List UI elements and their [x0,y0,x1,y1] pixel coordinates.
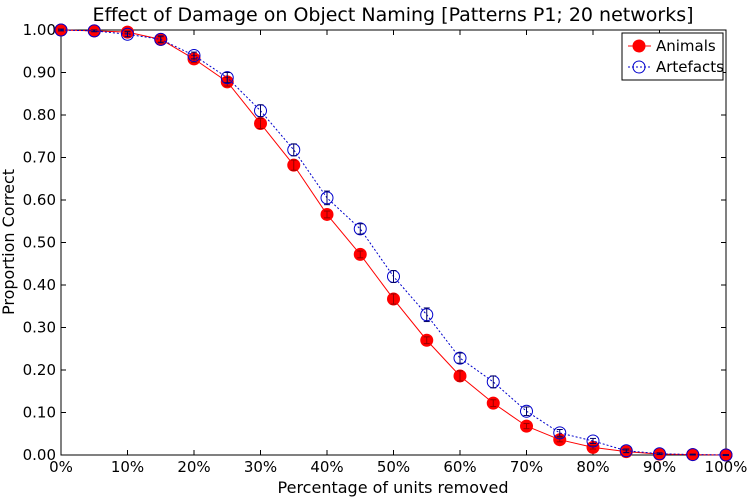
x-tick-label: 0% [49,458,73,476]
x-tick-label: 60% [443,458,476,476]
x-axis-label: Percentage of units removed [278,478,509,497]
data-point-artefacts [653,447,666,461]
plot-area [60,29,727,456]
data-point-artefacts [54,23,68,37]
y-tick-label: 0.90 [23,64,56,82]
series-artefacts [54,23,733,462]
y-tick-label: 0.30 [23,319,56,337]
x-tick-label: 20% [177,458,210,476]
legend-marker-artefacts [632,60,646,74]
data-point-artefacts [220,71,234,85]
data-point-artefacts [686,448,700,462]
legend-marker-animals [632,39,646,53]
series-layer [54,23,733,462]
data-point-artefacts [719,448,733,462]
y-tick-label: 0.00 [23,446,56,464]
data-point-artefacts [619,444,633,458]
legend-label-artefacts: Artefacts [656,58,724,76]
y-tick-label: 0.20 [23,361,56,379]
series-line-artefacts [60,29,727,456]
y-axis-label: Proportion Correct [0,169,18,315]
data-point-artefacts [586,434,600,448]
y-tick-label: 0.80 [23,106,56,124]
y-tick-label: 0.50 [23,234,56,252]
y-axis: 0.00 0.10 0.20 0.30 0.40 0.50 0.60 0.70 0.80 0.90… [23,21,726,464]
x-tick-label: 10% [111,458,144,476]
x-tick-label: 100% [705,458,748,476]
legend: Animals Artefacts [621,32,724,81]
x-tick-label: 90% [643,458,676,476]
x-axis: 0% 10% 20% 30% 40% 50% 60% 70% 80% 90% 100% [49,30,747,476]
x-tick-label: 50% [377,458,410,476]
data-point-artefacts [87,24,101,38]
data-point-artefacts [520,404,533,418]
data-point-artefacts [154,32,168,46]
x-tick-label: 80% [576,458,609,476]
data-point-artefacts [187,49,201,62]
y-tick-label: 0.10 [23,404,56,422]
data-point-artefacts [121,27,134,41]
series-animals [54,23,733,462]
data-point-artefacts [553,426,567,440]
y-tick-label: 0.60 [23,191,56,209]
x-tick-label: 30% [244,458,277,476]
data-point-artefacts [453,351,467,365]
x-tick-label: 40% [310,458,343,476]
y-tick-label: 1.00 [23,21,56,39]
chart-title: Effect of Damage on Object Naming [Patte… [92,4,693,26]
series-line-animals [60,29,727,456]
x-tick-label: 70% [510,458,543,476]
y-tick-label: 0.70 [23,149,56,167]
y-tick-label: 0.40 [23,276,56,294]
legend-label-animals: Animals [656,37,716,55]
data-point-artefacts [353,222,367,236]
